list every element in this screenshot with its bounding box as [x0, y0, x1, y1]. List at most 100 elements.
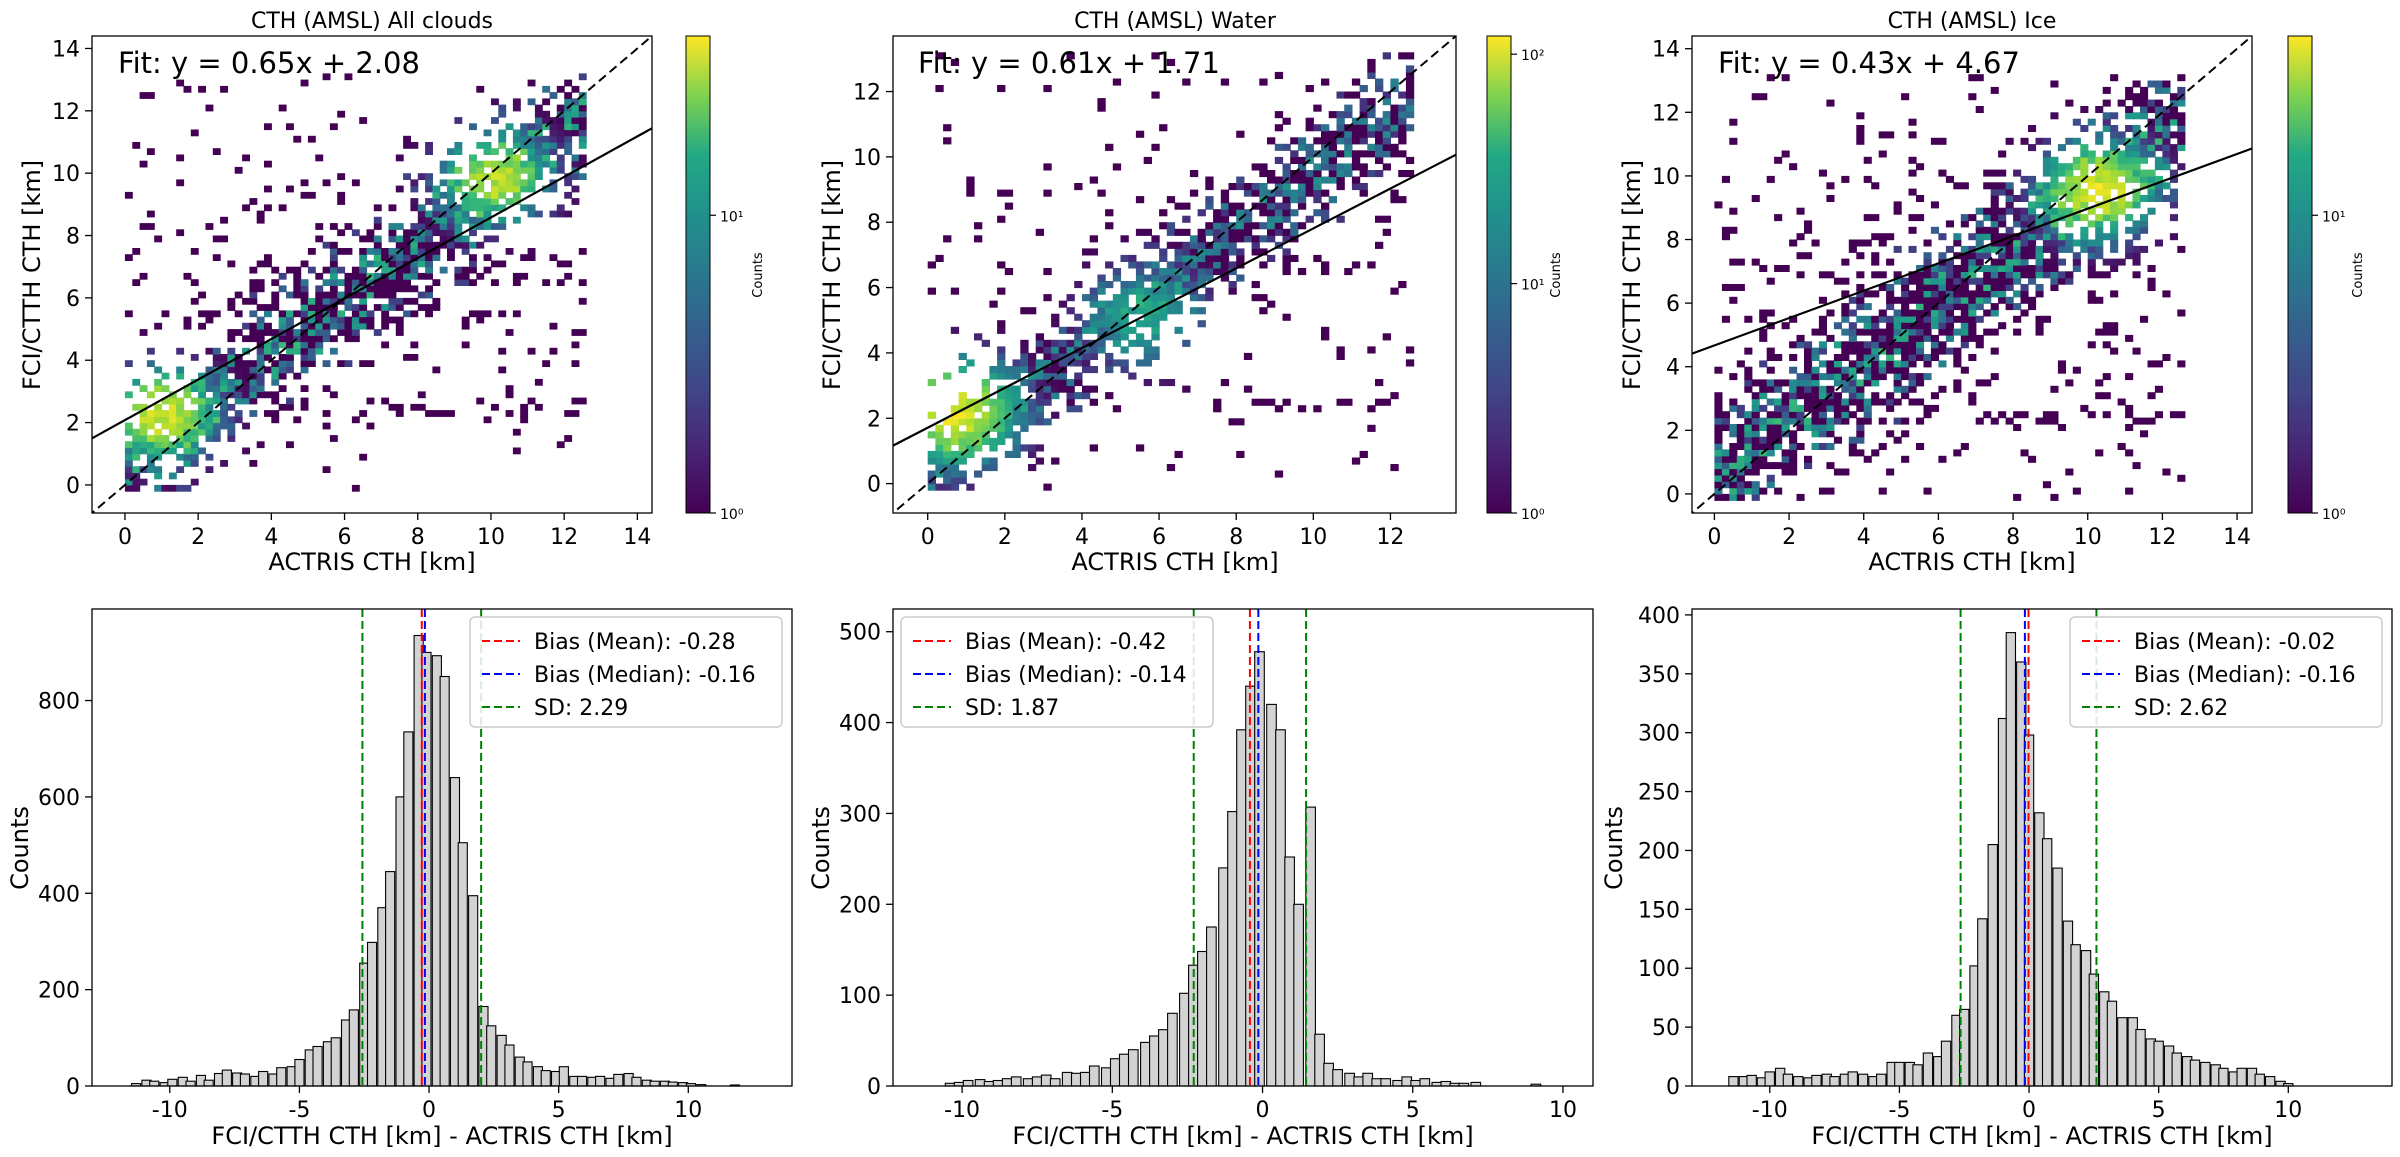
density-cell [578, 142, 587, 149]
density-cell [1151, 143, 1160, 151]
histogram-bar [2236, 1067, 2247, 1087]
density-cell [300, 304, 309, 311]
density-cell [1990, 188, 1999, 196]
density-cell [2087, 296, 2096, 304]
histogram-bar [1977, 918, 1988, 1087]
density-cell [425, 179, 433, 187]
density-cell [943, 483, 952, 491]
density-cell [1848, 360, 1857, 368]
density-cell [1313, 189, 1322, 197]
density-cell [2080, 163, 2089, 171]
density-cell [534, 104, 543, 112]
density-cell [1135, 359, 1145, 367]
x-tick-label: -10 [152, 1098, 188, 1123]
density-cell [2080, 106, 2089, 113]
density-cell [1174, 300, 1183, 308]
density-cell [1878, 131, 1887, 139]
density-cell [1174, 326, 1183, 334]
density-cell [1166, 307, 1176, 315]
y-tick-label: 4 [66, 349, 80, 374]
density-cell [403, 310, 411, 318]
density-cell [344, 73, 353, 81]
density-cell [2042, 226, 2051, 234]
density-cell [1390, 287, 1399, 295]
density-cell [1004, 431, 1014, 439]
density-cell [2013, 271, 2022, 279]
plot-frame [1691, 35, 2253, 514]
density-cell [139, 403, 148, 411]
density-cell [1901, 334, 1910, 342]
density-cell [943, 450, 952, 458]
density-cell [2095, 175, 2104, 183]
density-cell [1390, 78, 1399, 86]
density-cell [1112, 313, 1122, 321]
density-cell [2065, 379, 2074, 387]
density-cell [1243, 183, 1253, 191]
density-cell [1916, 284, 1925, 291]
density-cell [1781, 322, 1790, 330]
density-cell [2154, 360, 2163, 368]
density-cell [403, 272, 411, 280]
density-cell [958, 411, 967, 419]
density-cell [1359, 124, 1368, 132]
density-cell [1826, 443, 1835, 450]
density-cell [256, 372, 265, 380]
density-cell [2042, 201, 2051, 209]
density-cell [483, 416, 492, 424]
density-cell [2125, 245, 2134, 253]
density-cell [2020, 296, 2029, 304]
density-cell [2028, 252, 2037, 260]
density-cell [1105, 222, 1114, 230]
density-cell [249, 279, 258, 286]
density-cell [1220, 248, 1230, 256]
histogram-bar [1179, 992, 1190, 1087]
density-cell [1058, 352, 1068, 360]
density-cell [1182, 248, 1191, 256]
density-cell [1960, 258, 1969, 266]
density-cell [2110, 322, 2119, 330]
density-cell [542, 117, 551, 124]
density-cell [483, 142, 492, 149]
density-cell [212, 385, 221, 392]
density-cell [1729, 207, 1738, 215]
density-cell [1267, 215, 1276, 223]
density-cell [527, 248, 536, 255]
density-cell [256, 316, 265, 324]
density-cell [366, 291, 375, 299]
density-cell [198, 385, 206, 392]
density-cell [1058, 326, 1068, 334]
density-cell [176, 441, 185, 449]
density-cell [1893, 385, 1902, 393]
density-cell [534, 160, 543, 168]
histogram-bar [1392, 1079, 1404, 1087]
density-cell [1774, 265, 1783, 272]
density-cell [1074, 352, 1083, 360]
density-cell [454, 266, 463, 274]
density-cell [454, 229, 463, 237]
density-cell [2125, 175, 2134, 183]
histogram-bar [1001, 1078, 1013, 1087]
density-cell [1901, 392, 1910, 400]
density-cell [432, 297, 441, 305]
histogram-bar [1284, 856, 1295, 1087]
one-to-one-line [92, 36, 652, 513]
density-cell [1960, 214, 1969, 222]
density-cell [344, 322, 353, 330]
density-cell [2087, 175, 2096, 183]
density-cell [1744, 430, 1753, 438]
density-cell [293, 291, 302, 299]
density-cell [2072, 214, 2081, 222]
density-cell [1856, 125, 1865, 132]
density-cell [1043, 366, 1052, 374]
histogram-bar [992, 1079, 1004, 1087]
density-cell [447, 241, 455, 249]
density-cell [1789, 379, 1798, 387]
density-cell [1796, 392, 1805, 400]
density-cell [410, 354, 419, 361]
density-cell [1220, 78, 1230, 86]
density-cell [439, 191, 448, 199]
density-cell [571, 410, 580, 417]
density-cell [1359, 183, 1368, 191]
density-cell [1405, 156, 1415, 164]
density-cell [1938, 315, 1947, 323]
